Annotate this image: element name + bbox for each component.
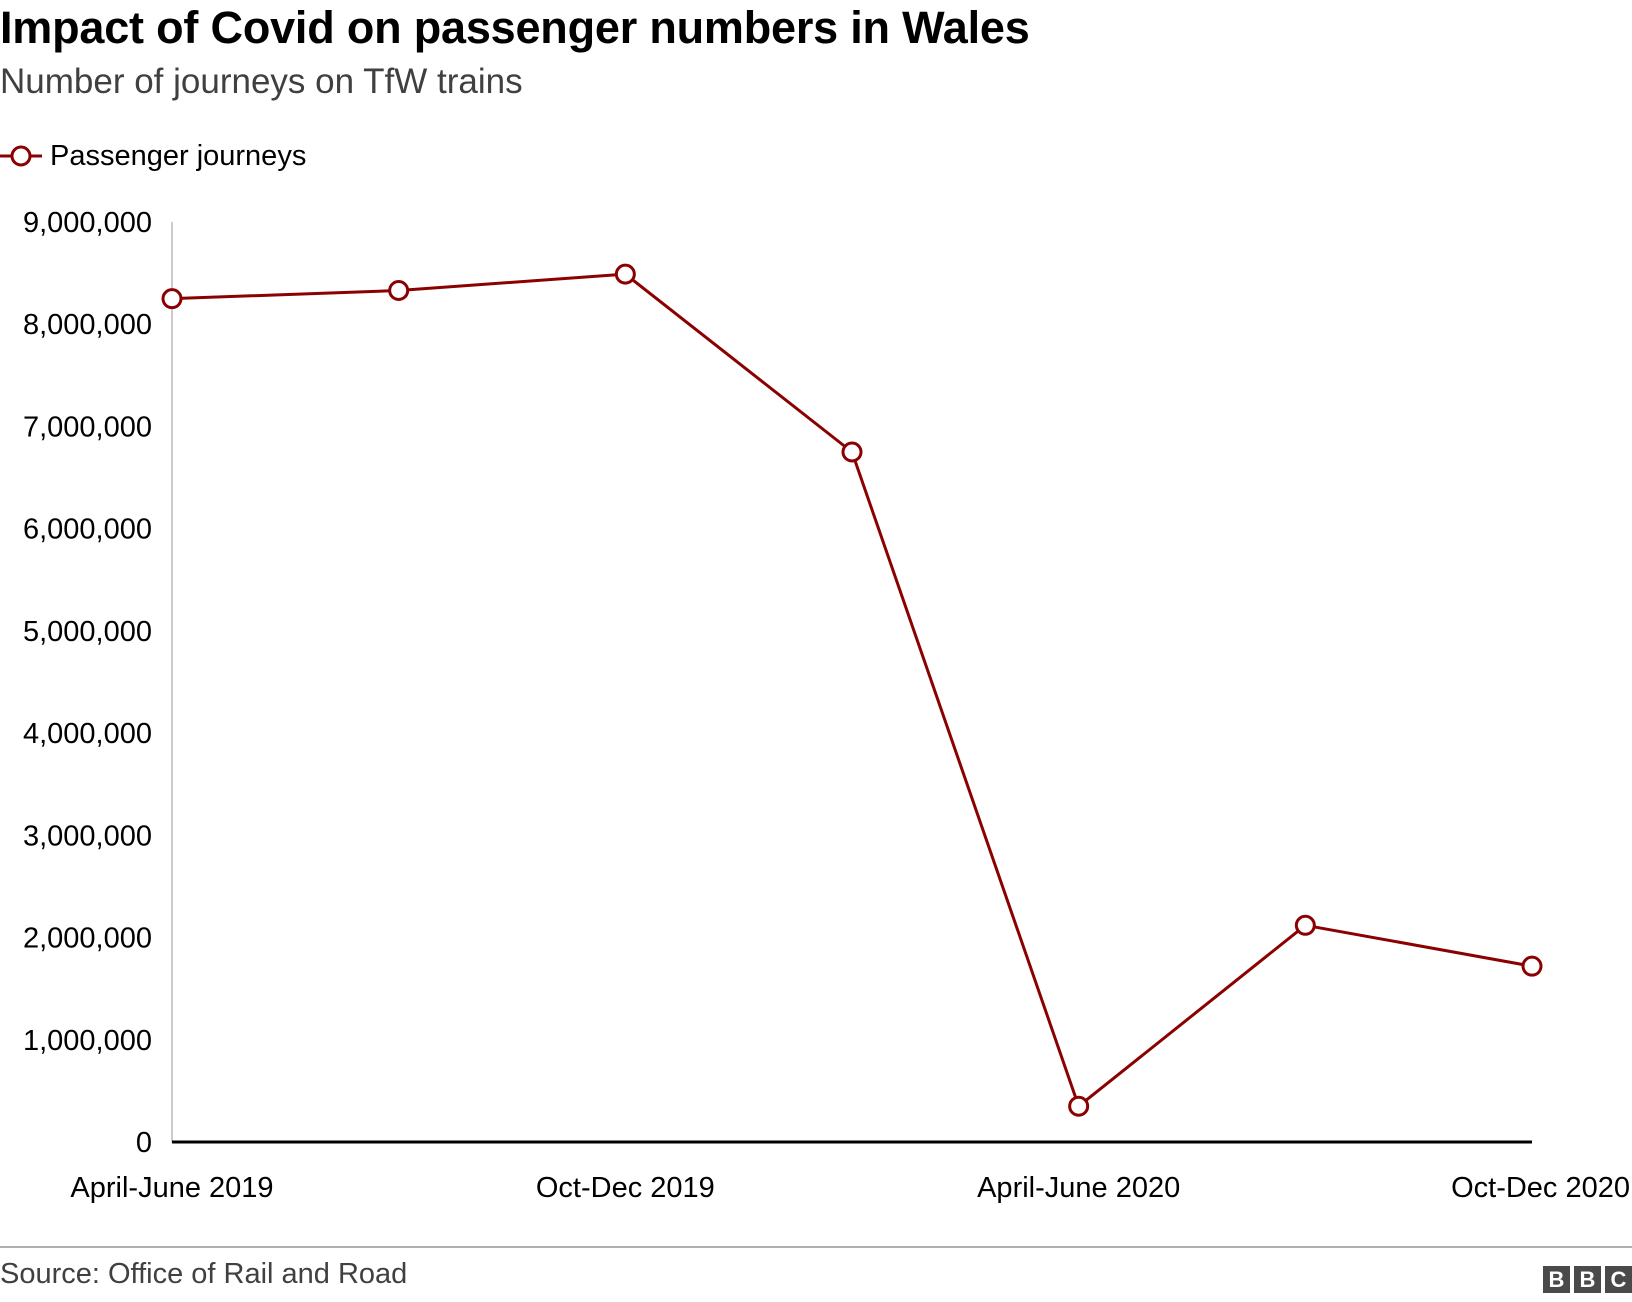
legend-marker-icon	[0, 145, 42, 167]
y-tick-label: 8,000,000	[23, 309, 152, 341]
data-point	[841, 441, 863, 463]
y-tick-label: 5,000,000	[23, 616, 152, 648]
x-tick-label: Oct-Dec 2019	[536, 1172, 715, 1204]
series-line	[171, 272, 1533, 1108]
y-tick-label: 4,000,000	[23, 718, 152, 750]
logo-letter-c: C	[1605, 1266, 1632, 1293]
y-tick-label: 9,000,000	[23, 207, 152, 239]
x-tick-label: April-June 2019	[70, 1172, 273, 1204]
y-tick-label: 6,000,000	[23, 514, 152, 546]
x-tick-label: Oct-Dec 2020	[1451, 1172, 1630, 1204]
chart-subtitle: Number of journeys on TfW trains	[0, 62, 523, 101]
y-tick-label: 1,000,000	[23, 1025, 152, 1057]
data-point	[1521, 955, 1543, 977]
data-point	[388, 279, 410, 301]
source-note: Source: Office of Rail and Road	[0, 1258, 408, 1290]
data-point	[1294, 914, 1316, 936]
data-point	[161, 288, 183, 310]
logo-letter-b1: B	[1543, 1266, 1570, 1293]
footer-divider	[0, 1246, 1632, 1248]
chart-title: Impact of Covid on passenger numbers in …	[0, 2, 1030, 53]
data-point	[1068, 1095, 1090, 1117]
y-tick-label: 0	[136, 1127, 152, 1159]
legend-label: Passenger journeys	[50, 139, 307, 172]
y-tick-label: 7,000,000	[23, 411, 152, 443]
y-tick-label: 2,000,000	[23, 923, 152, 955]
bbc-logo: B B C	[1543, 1266, 1632, 1293]
y-tick-label: 3,000,000	[23, 820, 152, 852]
logo-letter-b2: B	[1574, 1266, 1601, 1293]
data-point	[614, 263, 636, 285]
chart-legend: Passenger journeys	[0, 136, 306, 176]
x-tick-label: April-June 2020	[977, 1172, 1180, 1204]
